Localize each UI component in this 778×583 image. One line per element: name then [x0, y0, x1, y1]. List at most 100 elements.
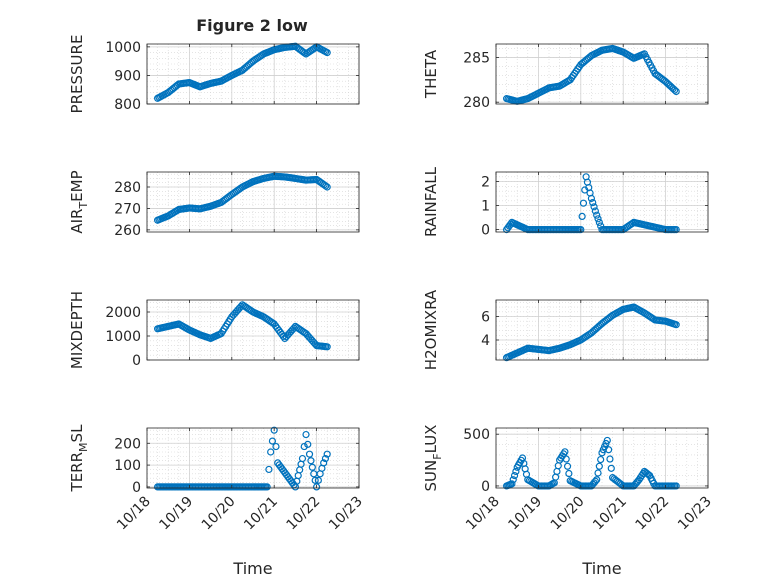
data-point	[300, 442, 308, 451]
y-tick-label: 0	[132, 353, 141, 369]
series-markers	[503, 303, 680, 362]
y-tick-label: 2	[481, 175, 490, 191]
data-point	[591, 207, 599, 215]
data-point	[605, 446, 613, 454]
data-point	[672, 87, 680, 96]
axes-box	[146, 171, 360, 233]
data-point	[313, 483, 321, 491]
data-point	[300, 49, 309, 57]
y-tick-label: 0	[132, 480, 141, 496]
y-tick-label: 800	[114, 97, 141, 113]
x-tick-label: 10/18	[463, 494, 503, 534]
data-point	[265, 465, 273, 474]
y-axis-label-mixdepth: MIXDEPTH	[68, 291, 86, 369]
figure-title: Figure 2 low	[196, 16, 308, 35]
data-point	[304, 440, 312, 448]
data-point	[607, 464, 615, 472]
data-point	[323, 183, 331, 191]
data-point	[510, 471, 519, 480]
data-point	[587, 194, 596, 202]
data-point	[308, 463, 316, 471]
y-tick-label: 1000	[105, 40, 141, 56]
data-point	[298, 454, 307, 463]
y-axis-label-air-temp: AIRTEMP	[68, 170, 90, 233]
y-tick-label: 260	[114, 223, 141, 239]
y-tick-label: 285	[463, 50, 490, 66]
axes-box	[146, 427, 360, 489]
x-tick-label: 10/19	[505, 494, 545, 534]
y-tick-label: 1	[481, 199, 490, 215]
data-point	[671, 86, 679, 94]
data-point	[323, 343, 331, 351]
data-point	[305, 450, 314, 458]
series-markers	[503, 436, 680, 490]
data-point	[562, 455, 570, 463]
data-point	[272, 442, 280, 451]
data-point	[579, 199, 588, 207]
x-tick-label: 10/20	[548, 494, 588, 534]
y-tick-label: 0	[481, 223, 490, 239]
y-axis-label-theta: THETA	[422, 49, 440, 99]
y-tick-label: 280	[114, 180, 141, 196]
data-point	[322, 182, 330, 190]
y-axis-label-rainfall: RAINFALL	[422, 166, 440, 237]
y-tick-label: 500	[463, 427, 490, 443]
data-point	[672, 321, 680, 329]
data-point	[320, 459, 328, 467]
data-point	[563, 462, 572, 470]
data-point	[597, 455, 605, 464]
data-point	[591, 477, 599, 485]
data-point	[561, 448, 569, 456]
subplot-air-temp: 260 270 280 AIRTEMP	[68, 170, 360, 239]
axes-box	[495, 299, 709, 361]
y-tick-label: 1000	[105, 329, 141, 345]
x-tick-label: 10/18	[114, 494, 154, 534]
subplot-theta: 280 285 THETA	[422, 43, 709, 111]
data-point	[268, 437, 277, 445]
data-point	[307, 457, 315, 465]
minor-grid	[147, 428, 359, 488]
axes-box	[495, 427, 709, 489]
series-markers	[503, 44, 680, 105]
data-point	[323, 48, 331, 57]
data-point	[672, 226, 680, 234]
data-point	[512, 467, 520, 476]
data-point	[321, 454, 330, 463]
axes-box	[495, 43, 709, 105]
data-point	[263, 483, 271, 491]
axes-box	[495, 171, 709, 233]
x-tick-label: 10/23	[326, 494, 366, 534]
x-tick-label: 10/22	[284, 494, 324, 534]
subplot-rainfall: 0 1 2 RAINFALL	[422, 166, 709, 239]
y-tick-label: 100	[114, 458, 141, 474]
subplot-terr-msl: 0 100 200 TERRMSL 10/18 10/19 10/20 10/21 10/22 1…	[68, 424, 366, 578]
series-markers	[154, 301, 331, 351]
minor-grid	[496, 428, 708, 488]
data-point	[593, 211, 601, 219]
x-axis-label: Time	[581, 559, 621, 578]
y-tick-label: 6	[481, 309, 490, 325]
x-axis-label: Time	[232, 559, 272, 578]
data-point	[594, 469, 602, 477]
y-tick-label: 270	[114, 201, 141, 217]
subplot-mixdepth: 0 1000 2000 MIXDEPTH	[68, 291, 360, 369]
x-tick-label: 10/21	[241, 494, 281, 534]
data-point	[578, 212, 586, 220]
data-point	[595, 462, 603, 470]
y-tick-label: 900	[114, 68, 141, 84]
data-point	[314, 476, 322, 484]
data-point	[323, 450, 331, 458]
y-axis-label-pressure: PRESSURE	[68, 35, 86, 114]
y-tick-label: 0	[481, 479, 490, 495]
data-point	[593, 476, 601, 484]
y-tick-label: 200	[114, 436, 141, 452]
series-markers	[154, 172, 331, 224]
x-tick-label: 10/19	[156, 494, 196, 534]
data-point	[589, 199, 597, 207]
axes-box	[146, 299, 360, 361]
y-axis-label-sun-flux: SUNFLUX	[422, 425, 444, 492]
axes-box	[146, 43, 360, 105]
subplot-h2omixra: 4 6 H2OMIXRA	[422, 289, 709, 370]
x-tick-label: 10/20	[199, 494, 239, 534]
